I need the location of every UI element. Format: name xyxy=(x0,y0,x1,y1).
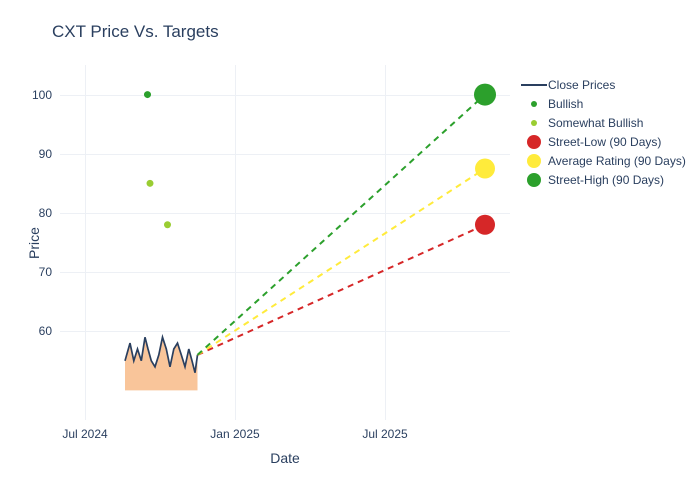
legend-label: Street-Low (90 Days) xyxy=(548,135,661,149)
x-tick-label: Jan 2025 xyxy=(210,427,259,441)
legend-item: Bullish xyxy=(520,94,686,113)
y-axis-title: Price xyxy=(26,227,42,259)
legend-dot-icon xyxy=(531,101,537,107)
x-axis-title: Date xyxy=(270,450,300,466)
y-tick-label: 60 xyxy=(39,324,52,338)
chart-svg xyxy=(60,65,510,420)
legend-dot-icon xyxy=(527,135,541,149)
target-marker-low xyxy=(475,215,495,235)
somewhat-bullish-point xyxy=(147,180,154,187)
legend-dot-icon xyxy=(527,154,541,168)
target-line-high xyxy=(198,95,486,355)
legend-item: Somewhat Bullish xyxy=(520,113,686,132)
legend-item: Close Prices xyxy=(520,75,686,94)
legend-label: Somewhat Bullish xyxy=(548,116,643,130)
legend-label: Close Prices xyxy=(548,78,615,92)
legend: Close Prices Bullish Somewhat Bullish Stree… xyxy=(520,75,686,189)
price-targets-chart: CXT Price Vs. Targets Price Date 6070809… xyxy=(0,0,700,500)
target-line-avg xyxy=(198,169,486,355)
target-marker-high xyxy=(474,84,496,106)
legend-label: Average Rating (90 Days) xyxy=(548,154,686,168)
x-tick-label: Jul 2025 xyxy=(362,427,407,441)
legend-line-icon xyxy=(521,84,547,86)
chart-title: CXT Price Vs. Targets xyxy=(52,22,219,42)
bullish-point xyxy=(144,91,151,98)
legend-label: Street-High (90 Days) xyxy=(548,173,664,187)
y-tick-label: 70 xyxy=(39,265,52,279)
y-tick-label: 90 xyxy=(39,147,52,161)
target-line-low xyxy=(198,225,486,355)
y-tick-label: 100 xyxy=(32,88,52,102)
plot-area: Price Date 60708090100 Jul 2024Jan 2025J… xyxy=(60,65,510,420)
legend-dot-icon xyxy=(531,120,537,126)
legend-label: Bullish xyxy=(548,97,583,111)
legend-dot-icon xyxy=(527,173,541,187)
x-tick-label: Jul 2024 xyxy=(62,427,107,441)
legend-item: Average Rating (90 Days) xyxy=(520,151,686,170)
somewhat-bullish-point xyxy=(164,221,171,228)
y-tick-label: 80 xyxy=(39,206,52,220)
target-marker-avg xyxy=(475,159,495,179)
legend-item: Street-High (90 Days) xyxy=(520,170,686,189)
legend-item: Street-Low (90 Days) xyxy=(520,132,686,151)
